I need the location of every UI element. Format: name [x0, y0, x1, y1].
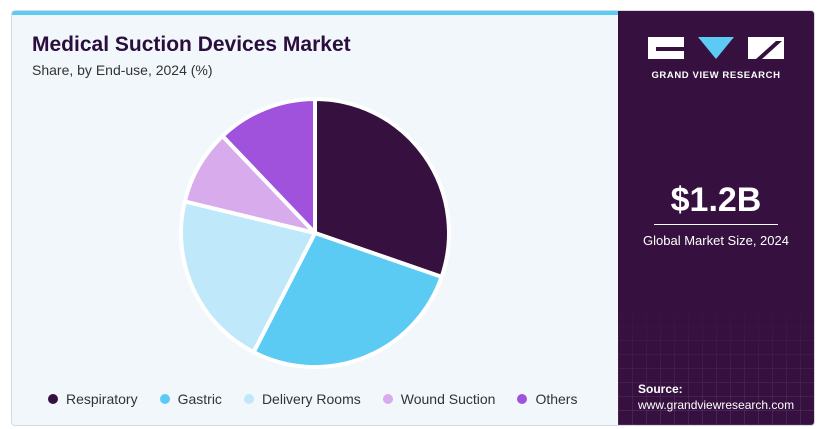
market-size-caption: Global Market Size, 2024	[643, 233, 789, 248]
decorative-grid	[618, 301, 814, 425]
info-panel: GRAND VIEW RESEARCH $1.2B Global Market …	[618, 11, 814, 425]
value-divider	[654, 224, 778, 225]
legend-swatch	[243, 394, 254, 404]
pie-slice-delivery-rooms	[179, 199, 317, 355]
chart-legend: Respiratory Gastric Delivery Rooms Wound Su…	[48, 389, 599, 409]
pie-chart	[179, 97, 451, 369]
pie-slice-gastric	[251, 231, 444, 369]
legend-swatch	[382, 394, 393, 404]
legend-label: Respiratory	[66, 391, 138, 407]
legend-item-others: Others	[517, 391, 577, 407]
market-size-value: $1.2B	[670, 181, 762, 219]
legend-item-delivery-rooms: Delivery Rooms	[243, 391, 361, 407]
legend-label: Wound Suction	[400, 391, 496, 407]
legend-swatch	[48, 394, 58, 404]
chart-title: Medical Suction Devices Market	[32, 33, 351, 56]
legend-swatch	[159, 394, 170, 404]
legend-item-wound-suction: Wound Suction	[382, 391, 496, 407]
pie-slice-respiratory	[313, 97, 451, 279]
accent-bar	[12, 11, 618, 15]
legend-label: Others	[535, 391, 578, 407]
grand-view-research-logo	[648, 37, 784, 59]
legend-swatch	[517, 394, 528, 404]
legend-item-gastric: Gastric	[159, 391, 222, 407]
chart-card: Medical Suction Devices Market Share, by…	[11, 10, 815, 426]
chart-subtitle: Share, by End-use, 2024 (%)	[32, 62, 213, 78]
source-label: Source:	[638, 382, 683, 396]
legend-label: Delivery Rooms	[261, 391, 361, 407]
source-link[interactable]: www.grandviewresearch.com	[638, 398, 795, 412]
brand-name: GRAND VIEW RESEARCH	[651, 70, 781, 81]
legend-item-respiratory: Respiratory	[48, 391, 138, 407]
legend-label: Gastric	[177, 391, 222, 407]
pie-slice-others	[220, 97, 317, 235]
